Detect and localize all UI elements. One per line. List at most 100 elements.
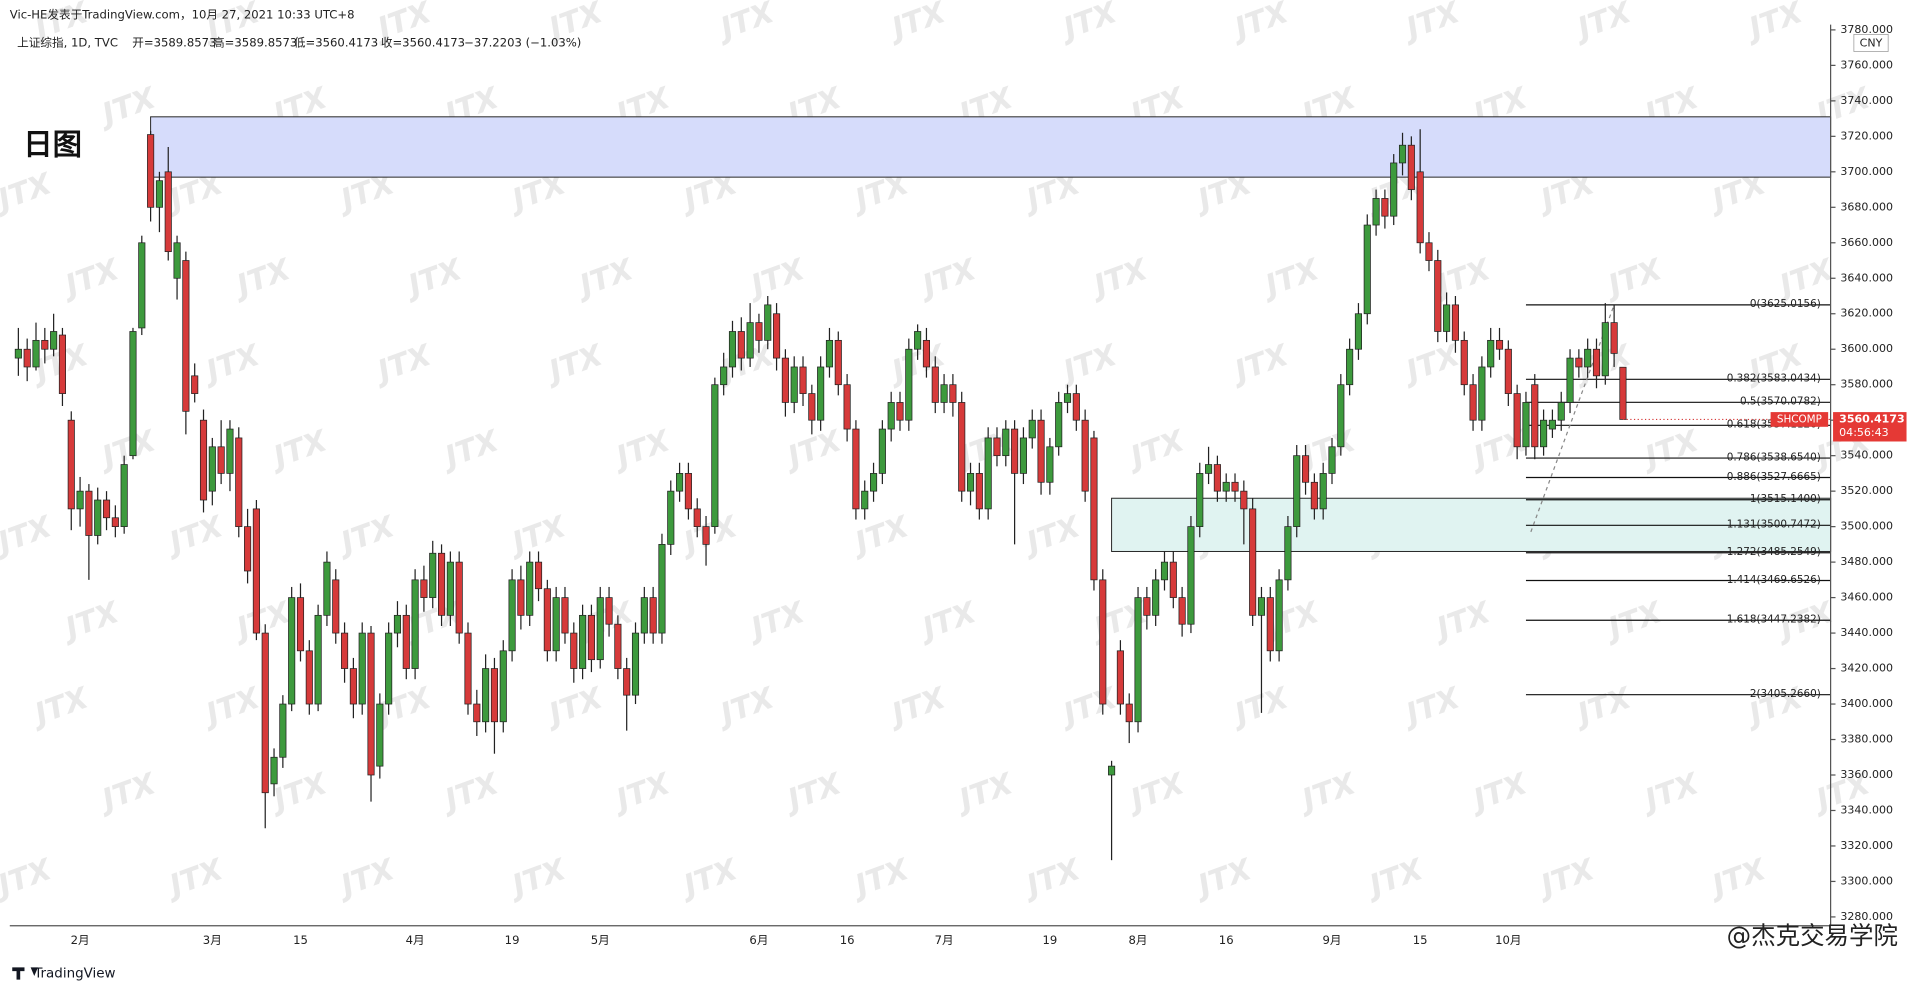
brand: @杰克交易学院	[1727, 921, 1898, 950]
candle-body	[1266, 597, 1274, 652]
candle-body	[1213, 464, 1221, 492]
candle-body	[993, 437, 1001, 457]
candle-body	[411, 579, 419, 669]
x-tick-label: 16	[1219, 933, 1234, 947]
fib-label: 1.131(3500.7472)	[1727, 519, 1821, 531]
y-tick-label: 3440.000	[1840, 626, 1893, 639]
candle-body	[1160, 561, 1169, 581]
candle-body	[1019, 437, 1027, 474]
candle-body	[1055, 402, 1063, 448]
candle-body	[1346, 348, 1354, 386]
candle-body	[244, 526, 252, 572]
axes: 3780.000 3760.000 3740.000 3720.000 3700.000…	[71, 23, 1893, 947]
candle-body	[1495, 339, 1504, 350]
candle-body	[508, 579, 516, 652]
candle-body	[323, 561, 331, 616]
candle-body	[693, 508, 701, 527]
candle-body	[482, 668, 490, 723]
candle-body	[658, 544, 666, 634]
symbol-badge	[1770, 412, 1829, 427]
candle-body	[402, 614, 410, 669]
currency-box	[1853, 34, 1889, 52]
candle-body	[781, 357, 789, 403]
candle-body	[226, 428, 234, 474]
fib-label: 1.272(3485.2549)	[1727, 546, 1821, 558]
candle-body	[199, 419, 208, 501]
candle-body	[50, 331, 58, 350]
candle-body	[1301, 455, 1310, 483]
candle-body	[1249, 508, 1257, 616]
candle-body	[1143, 597, 1151, 616]
y-tick-label: 3480.000	[1840, 555, 1893, 568]
candle-body	[1090, 437, 1098, 581]
y-tick-label: 3540.000	[1840, 449, 1893, 462]
candle-body	[1037, 419, 1045, 483]
candle-body	[129, 331, 137, 457]
y-tick-label: 3380.000	[1840, 733, 1893, 746]
fib-label: 0.886(3527.6665)	[1727, 471, 1821, 483]
candle-body	[296, 597, 305, 652]
x-tick-label: 5月	[591, 933, 610, 947]
candle-body	[1548, 419, 1556, 430]
candle-body	[490, 668, 499, 723]
candle-body	[111, 517, 119, 527]
candle-body	[1240, 490, 1248, 510]
candle-body	[1063, 393, 1072, 403]
candle-body	[208, 446, 216, 492]
y-tick-label: 3780.000	[1840, 23, 1893, 36]
candle-body	[799, 366, 807, 394]
candle-body	[869, 473, 878, 492]
candle-body	[1081, 419, 1089, 492]
candle-body	[270, 756, 278, 785]
low: 低=3560.4173	[294, 35, 378, 49]
candle-body	[1205, 464, 1213, 474]
x-tick-label: 8月	[1129, 933, 1148, 947]
candle-body	[790, 366, 798, 403]
x-tick-label: 2月	[71, 933, 90, 947]
candle-body	[1099, 579, 1107, 705]
candle-body	[755, 322, 763, 341]
price-label: 3560.4173	[1839, 412, 1905, 425]
candle-body	[1046, 446, 1054, 483]
y-tick-label: 3700.000	[1840, 165, 1893, 178]
x-tick-label: 3月	[203, 933, 222, 947]
candle-body	[41, 339, 49, 350]
candle-body	[975, 473, 983, 510]
candle-body	[1381, 198, 1389, 217]
candle-body	[852, 428, 860, 510]
candle-body	[940, 384, 948, 403]
x-tick-label: 19	[505, 933, 520, 947]
candle-body	[279, 703, 287, 758]
candle-body	[1372, 198, 1380, 226]
candle-body	[464, 632, 472, 705]
candle-body	[1293, 455, 1301, 527]
candle-body	[446, 561, 454, 616]
candle-body	[825, 339, 834, 368]
candle-body	[1125, 703, 1133, 723]
candle-body	[931, 366, 939, 403]
candle-body	[1108, 765, 1116, 776]
footer-logo: TradingView	[12, 967, 116, 982]
x-tick-label: 15	[1413, 933, 1428, 947]
candle-body	[1443, 304, 1451, 332]
candle-body	[1134, 597, 1142, 723]
candle-body	[1531, 384, 1539, 448]
currency: CNY	[1860, 37, 1883, 50]
logo-mark	[12, 967, 38, 980]
candle-body	[1416, 171, 1424, 244]
candle-body	[67, 419, 75, 510]
x-tick-label: 15	[293, 933, 308, 947]
candle-body	[182, 260, 190, 412]
zone	[150, 116, 1832, 178]
candle-body	[737, 331, 745, 359]
candle-body	[1363, 224, 1371, 315]
candle-body	[1028, 419, 1036, 439]
candle-body	[631, 632, 640, 696]
x-tick-label: 9月	[1322, 933, 1341, 947]
candle-body	[887, 402, 895, 430]
candle-body	[94, 499, 102, 536]
candle-body	[1328, 446, 1336, 474]
candle-body	[385, 632, 393, 705]
y-tick-label: 3340.000	[1840, 803, 1893, 816]
